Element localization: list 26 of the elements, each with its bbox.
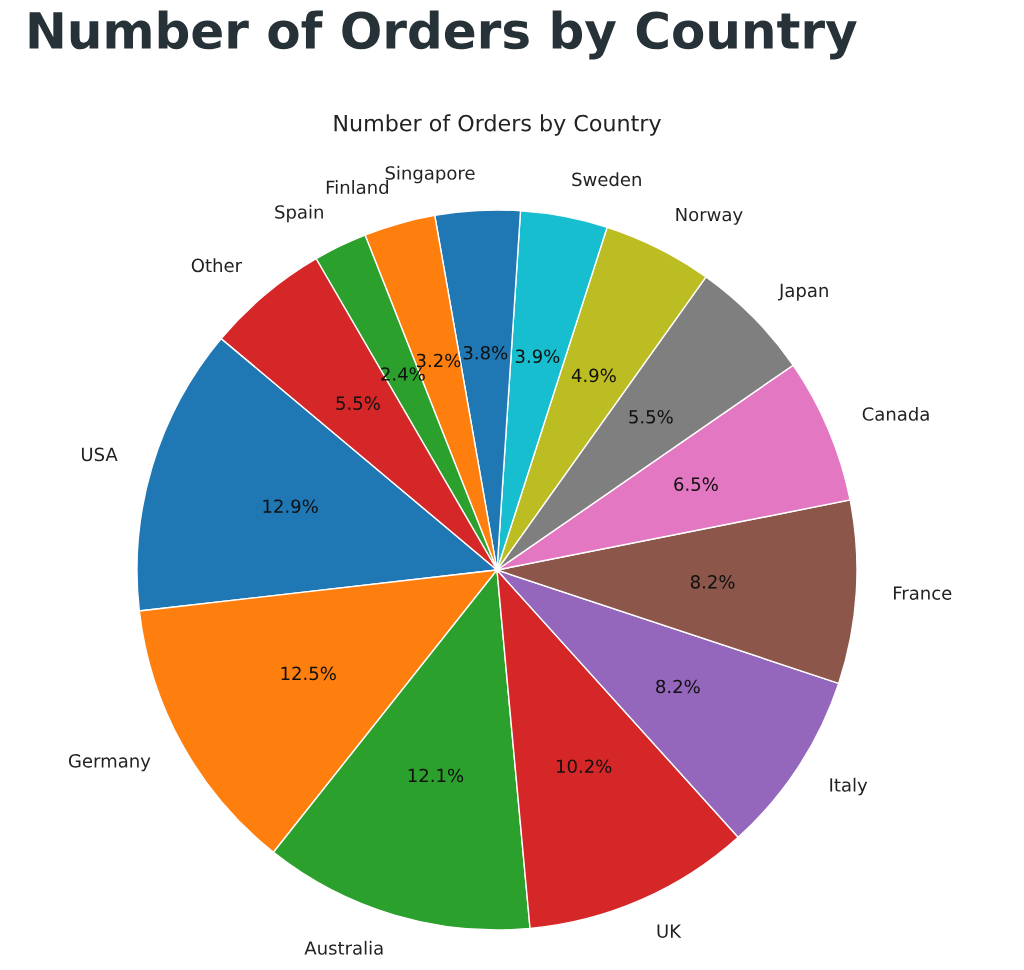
slice-label: France bbox=[894, 586, 952, 600]
slice-label: Italy bbox=[830, 777, 868, 796]
slice-label: Germany bbox=[68, 754, 151, 772]
slice-label: Spain bbox=[275, 204, 323, 223]
data-label: 5.5% bbox=[629, 409, 673, 424]
data-label: 8.2% bbox=[690, 575, 735, 589]
slice-label: Japan bbox=[778, 283, 828, 301]
slice-label: Other bbox=[191, 258, 243, 273]
data-label: 12.9% bbox=[263, 499, 318, 514]
data-label: 4.9% bbox=[571, 368, 616, 383]
data-label: 12.5% bbox=[281, 666, 336, 681]
slice-label: UK bbox=[657, 924, 682, 938]
data-label: 12.1% bbox=[408, 768, 464, 783]
slice-label: USA bbox=[81, 447, 118, 462]
data-label: 5.5% bbox=[336, 396, 380, 410]
slice-label: Australia bbox=[304, 940, 383, 955]
data-label: 3.8% bbox=[463, 345, 508, 360]
data-label: 8.2% bbox=[656, 679, 700, 694]
data-label: 6.5% bbox=[674, 477, 718, 492]
slice-label: Canada bbox=[862, 406, 929, 421]
slice-label: Norway bbox=[676, 207, 743, 225]
data-label: 10.2% bbox=[557, 759, 612, 774]
data-label: 3.9% bbox=[515, 349, 560, 364]
chart-subtitle: Number of Orders by Country bbox=[334, 114, 661, 136]
slice-label: Sweden bbox=[572, 172, 641, 187]
chart-title: Number of Orders by Country bbox=[29, 10, 857, 60]
